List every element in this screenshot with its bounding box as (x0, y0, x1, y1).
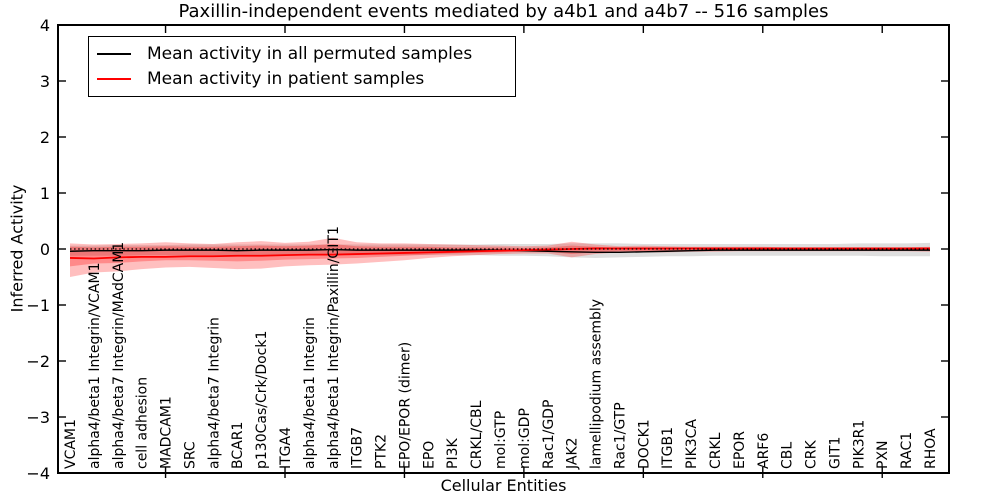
y-tick-label: 3 (40, 72, 50, 91)
x-tick-label: RAC1 (899, 432, 915, 469)
y-tick-label: 2 (40, 128, 50, 147)
x-tick-label: SRC (182, 441, 198, 469)
y-axis-label: Inferred Activity (7, 184, 27, 313)
x-axis-label: Cellular Entities (440, 476, 567, 495)
x-tick-label: alpha4/beta1 Integrin (302, 317, 318, 469)
x-tick-label: BCAR1 (230, 422, 246, 469)
x-tick-label: Rac1/GDP (541, 400, 557, 469)
legend-entry-permuted: Mean activity in all permuted samples (97, 44, 507, 64)
x-tick-label: p130Cas/Crk/Dock1 (254, 331, 270, 469)
x-tick-label: alpha4/beta1 Integrin/VCAM1 (87, 263, 103, 470)
x-tick-label: CRK (804, 439, 820, 469)
x-tick-label: JAK2 (565, 437, 581, 470)
legend-label: Mean activity in all permuted samples (147, 44, 473, 64)
x-tick-label: mol:GDP (517, 408, 533, 469)
x-tick-label: EPO/EPOR (dimer) (397, 342, 413, 469)
x-tick-label: PI3K (445, 438, 461, 469)
x-tick-label: lamellipodium assembly (589, 299, 605, 469)
x-tick-label: VCAM1 (63, 419, 79, 469)
x-tick-label: ITGB1 (660, 427, 676, 469)
x-tick-label: PIK3CA (684, 419, 700, 469)
legend: Mean activity in all permuted samples Me… (88, 36, 516, 97)
x-tick-label: RHOA (923, 428, 939, 469)
x-tick-label: DOCK1 (636, 419, 652, 469)
legend-label: Mean activity in patient samples (147, 69, 425, 89)
x-tick-label: ITGB7 (350, 427, 366, 469)
x-tick-label: CRKL (708, 432, 724, 469)
x-tick-label: CBL (780, 442, 796, 469)
x-tick-label: CRKL/CBL (469, 400, 485, 469)
x-tick-label: EPO (421, 441, 437, 469)
x-tick-label: alpha4/beta7 Integrin (206, 317, 222, 469)
x-tick-label: Rac1/GTP (612, 402, 628, 469)
x-tick-label: MADCAM1 (159, 396, 175, 469)
patient-mean-line (69, 247, 930, 260)
x-tick-label: PTK2 (374, 434, 390, 469)
chart-title: Paxillin-independent events mediated by … (178, 1, 829, 22)
x-tick-label: EPOR (732, 431, 748, 469)
y-tick-label: −2 (26, 352, 50, 371)
x-tick-label: PIK3R1 (851, 420, 867, 469)
patient-line-sample (97, 78, 131, 80)
y-tick-label: 4 (40, 16, 50, 35)
x-tick-label: ARF6 (756, 433, 772, 469)
x-tick-label: mol:GTP (493, 411, 509, 469)
x-tick-label: ITGA4 (278, 427, 294, 469)
y-tick-label: −3 (26, 408, 50, 427)
x-tick-label: cell adhesion (135, 377, 151, 469)
x-tick-label: GIT1 (827, 437, 843, 469)
y-tick-label: −1 (26, 296, 50, 315)
x-tick-label: alpha4/beta1 Integrin/Paxillin/GIT1 (326, 226, 342, 469)
permuted-line-sample (97, 53, 131, 55)
y-tick-label: −4 (26, 464, 50, 483)
x-tick-label: PXN (875, 440, 891, 469)
x-tick-label: alpha4/beta7 Integrin/MAdCAM1 (111, 242, 127, 469)
legend-entry-patient: Mean activity in patient samples (97, 69, 507, 89)
y-tick-label: 0 (40, 240, 50, 259)
y-tick-label: 1 (40, 184, 50, 203)
